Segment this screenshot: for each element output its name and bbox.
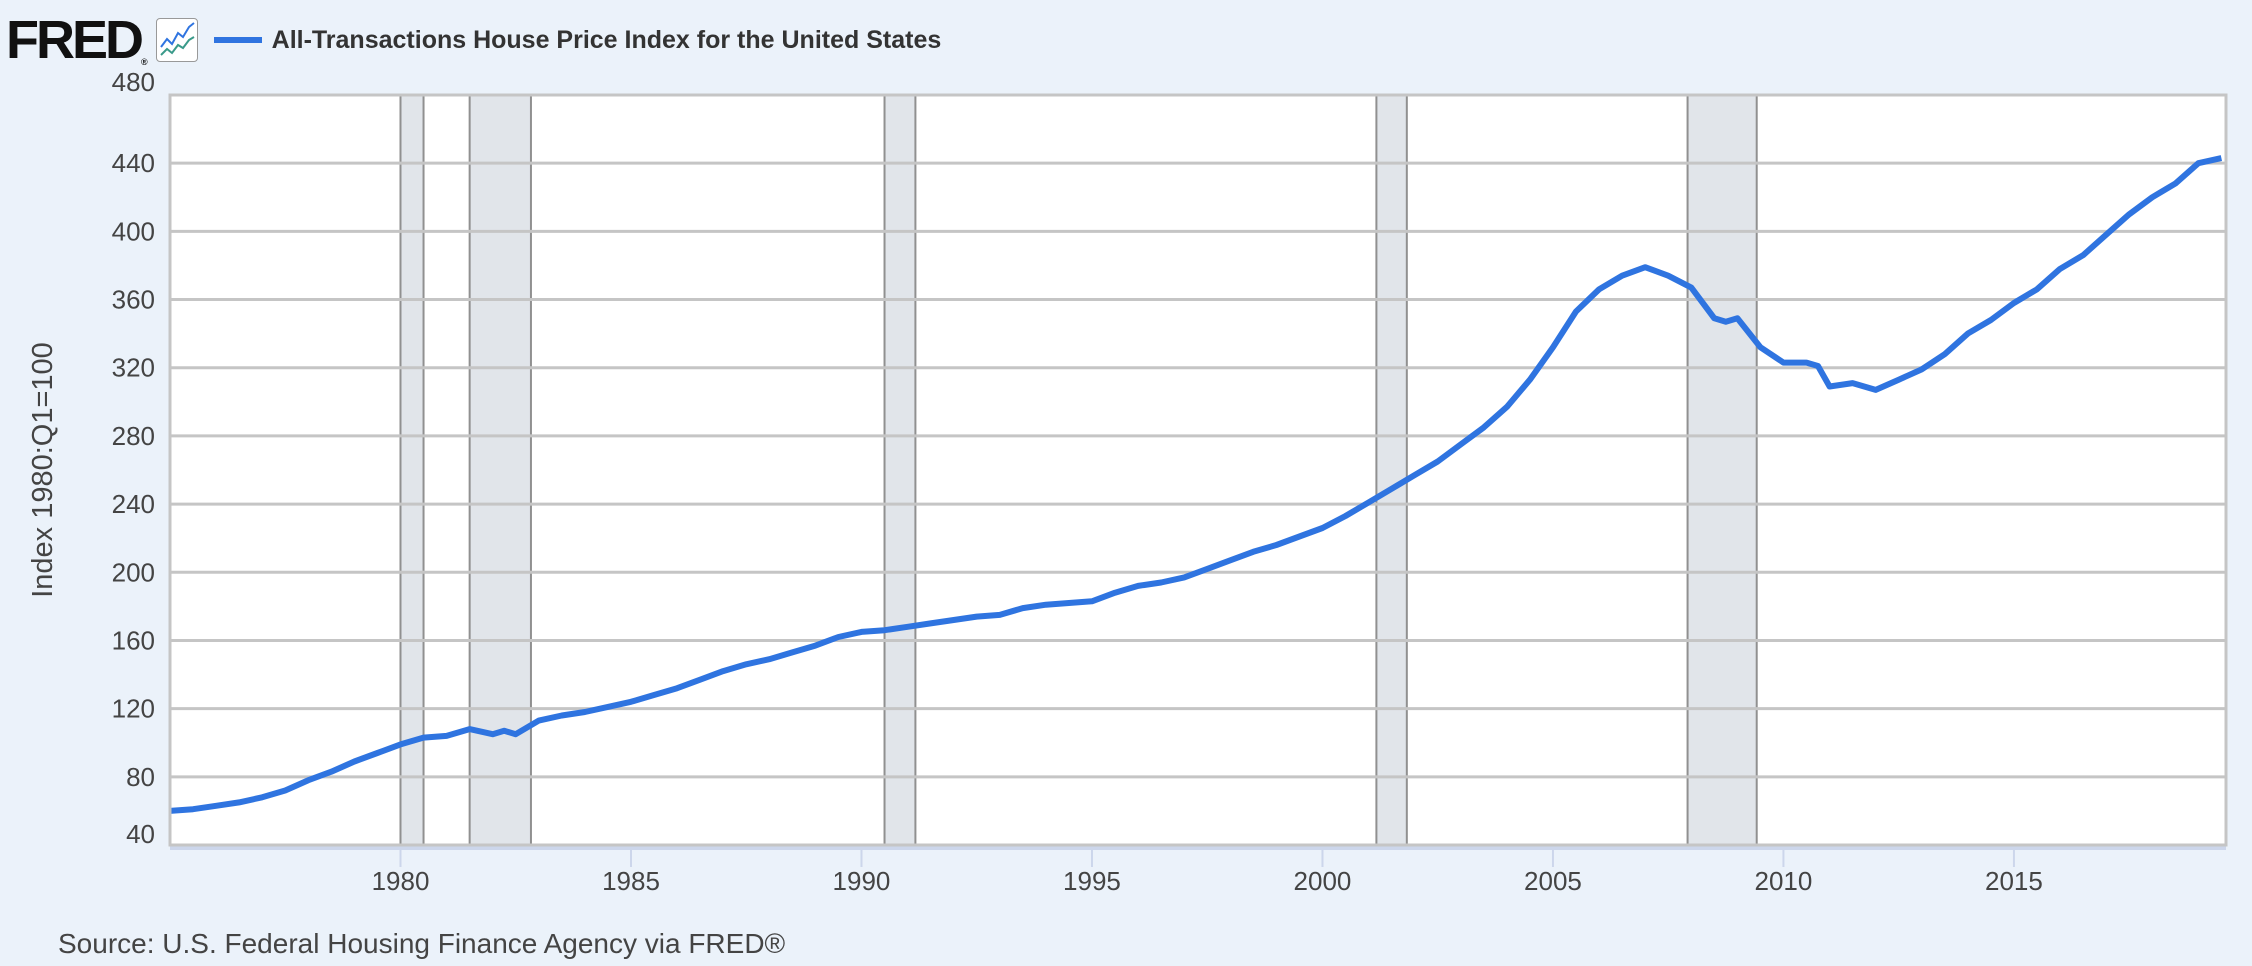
- y-tick-label: 40: [126, 819, 155, 849]
- recession-band: [400, 95, 424, 845]
- recession-band: [469, 95, 531, 845]
- source-note: Source: U.S. Federal Housing Finance Age…: [58, 928, 786, 959]
- logo-text: FRED: [6, 10, 144, 70]
- x-tick-label: 1980: [372, 866, 430, 896]
- x-tick-label: 2015: [1985, 866, 2043, 896]
- y-tick-label: 320: [112, 353, 155, 383]
- x-axis-ticks: 1980 1985 1990 1995 2000 2005 2010 2015: [170, 846, 2226, 896]
- x-tick-label: 1995: [1063, 866, 1121, 896]
- y-tick-label: 360: [112, 285, 155, 315]
- x-tick-label: 2010: [1755, 866, 1813, 896]
- chart-header: FRED® All-Transactions House Price Index…: [6, 12, 941, 68]
- y-tick-label: 240: [112, 489, 155, 519]
- x-tick-label: 1990: [833, 866, 891, 896]
- y-tick-label: 200: [112, 557, 155, 587]
- y-tick-label: 80: [126, 762, 155, 792]
- y-tick-label: 280: [112, 421, 155, 451]
- legend-swatch: [213, 37, 262, 43]
- recession-band: [884, 95, 916, 845]
- plot-frame: [168, 93, 2228, 847]
- chart-graph-icon: [155, 18, 198, 62]
- y-tick-label: 440: [112, 148, 155, 178]
- series-line: [169, 155, 2223, 814]
- recession-bands: [399, 95, 1758, 845]
- legend: All-Transactions House Price Index for t…: [213, 25, 942, 55]
- x-tick-label: 2000: [1294, 866, 1352, 896]
- y-axis-label: Index 1980:Q1=100: [27, 342, 59, 598]
- y-tick-label: 120: [112, 694, 155, 724]
- y-axis-ticks: 40 80 120 160 200 240 280 320 360 400 440 480: [112, 67, 155, 849]
- y-tick-label: 400: [112, 216, 155, 246]
- x-tick-label: 2005: [1524, 866, 1582, 896]
- y-tick-label: 480: [112, 67, 155, 97]
- fred-logo[interactable]: FRED®: [6, 10, 148, 70]
- legend-label[interactable]: All-Transactions House Price Index for t…: [271, 25, 942, 54]
- y-tick-label: 160: [112, 625, 155, 655]
- recession-band: [1687, 95, 1757, 845]
- recession-band: [1376, 95, 1407, 845]
- x-tick-label: 1985: [602, 866, 660, 896]
